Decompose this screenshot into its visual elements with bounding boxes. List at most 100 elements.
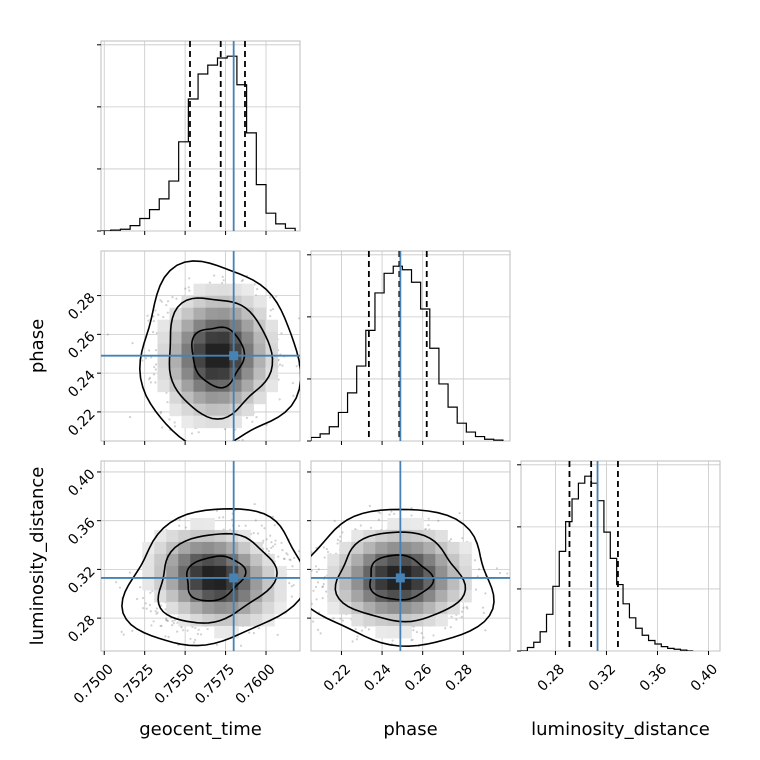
density-cell: [387, 553, 400, 567]
density-cell: [169, 379, 182, 393]
scatter-point: [390, 510, 393, 513]
density-cell: [202, 541, 215, 555]
scatter-point: [291, 565, 294, 568]
scatter-point: [171, 296, 174, 299]
density-cell: [205, 391, 218, 405]
panel-frame: [310, 250, 511, 442]
scatter-point: [187, 286, 190, 289]
scatter-point: [175, 297, 178, 300]
scatter-point: [184, 526, 187, 529]
density-cell: [351, 577, 364, 591]
density-cell: [166, 541, 179, 555]
density-cell: [214, 541, 227, 555]
scatter-point: [316, 581, 320, 584]
scatter-point: [458, 512, 461, 515]
density-cell: [363, 601, 376, 615]
density-cell: [181, 319, 194, 333]
scatter-point: [466, 607, 469, 610]
scatter-point: [449, 626, 452, 629]
scatter-point: [161, 426, 164, 429]
scatter-point: [319, 632, 322, 635]
scatter-point: [482, 611, 485, 614]
density-cell: [229, 379, 242, 393]
density-cell: [253, 331, 266, 345]
density-cell: [217, 355, 230, 369]
density-cell: [459, 541, 472, 555]
scatter-point: [159, 410, 163, 413]
density-cell: [459, 589, 472, 603]
scatter-point: [141, 596, 145, 600]
density-cell: [375, 601, 388, 615]
density-cell: [238, 541, 251, 555]
scatter-point: [154, 309, 157, 312]
scatter-point: [332, 617, 335, 620]
density-cell: [178, 601, 191, 615]
scatter-point: [154, 381, 157, 384]
density-cell: [157, 355, 170, 369]
scatter-point: [182, 629, 185, 632]
density-cell: [250, 601, 263, 615]
scatter-point: [142, 607, 145, 610]
density-cell: [193, 283, 206, 297]
density-cell: [166, 577, 179, 591]
density-cell: [435, 589, 448, 603]
density-cell: [435, 553, 448, 567]
scatter-point: [255, 416, 258, 419]
scatter-point: [164, 618, 168, 622]
scatter-point: [157, 313, 160, 316]
scatter-point: [180, 626, 183, 629]
scatter-point: [312, 589, 315, 592]
density-cell: [363, 613, 376, 627]
scatter-point: [149, 610, 152, 613]
contour-0.86: [334, 531, 467, 623]
scatter-point: [145, 607, 148, 610]
density-cell: [339, 601, 352, 615]
scatter-point: [311, 551, 313, 554]
density-cell: [214, 529, 227, 543]
scatter-point: [379, 512, 382, 515]
scatter-point: [476, 575, 479, 578]
density-cell: [226, 589, 239, 603]
scatter-point: [271, 515, 275, 518]
scatter-point: [321, 585, 325, 588]
scatter-point: [311, 569, 313, 572]
scatter-point: [274, 539, 277, 542]
density-cell: [169, 355, 182, 369]
scatter-point: [278, 363, 282, 366]
joint-density: [115, 503, 300, 647]
density-cell: [274, 577, 287, 591]
density-cell: [217, 403, 230, 417]
density-cell: [375, 541, 388, 555]
scatter-point: [455, 618, 458, 621]
scatter-point: [448, 540, 451, 543]
density-cell: [327, 577, 340, 591]
scatter-point: [144, 602, 147, 605]
scatter-point: [323, 556, 326, 559]
scatter-point: [144, 357, 148, 360]
scatter-point: [221, 275, 224, 278]
density-cell: [363, 541, 376, 555]
scatter-point: [460, 610, 464, 613]
density-cell: [181, 379, 194, 393]
y-axis-label-luminosity_distance: luminosity_distance: [27, 467, 48, 646]
scatter-point: [460, 615, 463, 619]
density-cell: [250, 577, 263, 591]
density-cell: [226, 613, 239, 627]
scatter-point: [311, 602, 313, 606]
density-cell: [190, 601, 203, 615]
scatter-point: [215, 643, 219, 646]
density-cell: [217, 307, 230, 321]
scatter-point: [154, 349, 158, 352]
scatter-point: [273, 524, 276, 527]
density-cell: [154, 541, 167, 555]
density-cell: [411, 553, 424, 567]
scatter-point: [189, 637, 192, 640]
density-cell: [193, 307, 206, 321]
density-cell: [351, 529, 364, 543]
scatter-point: [167, 635, 170, 639]
scatter-point: [280, 541, 283, 545]
density-cell: [169, 403, 182, 417]
scatter-point: [321, 585, 324, 589]
density-cell: [169, 343, 182, 357]
density-cell: [399, 625, 412, 639]
